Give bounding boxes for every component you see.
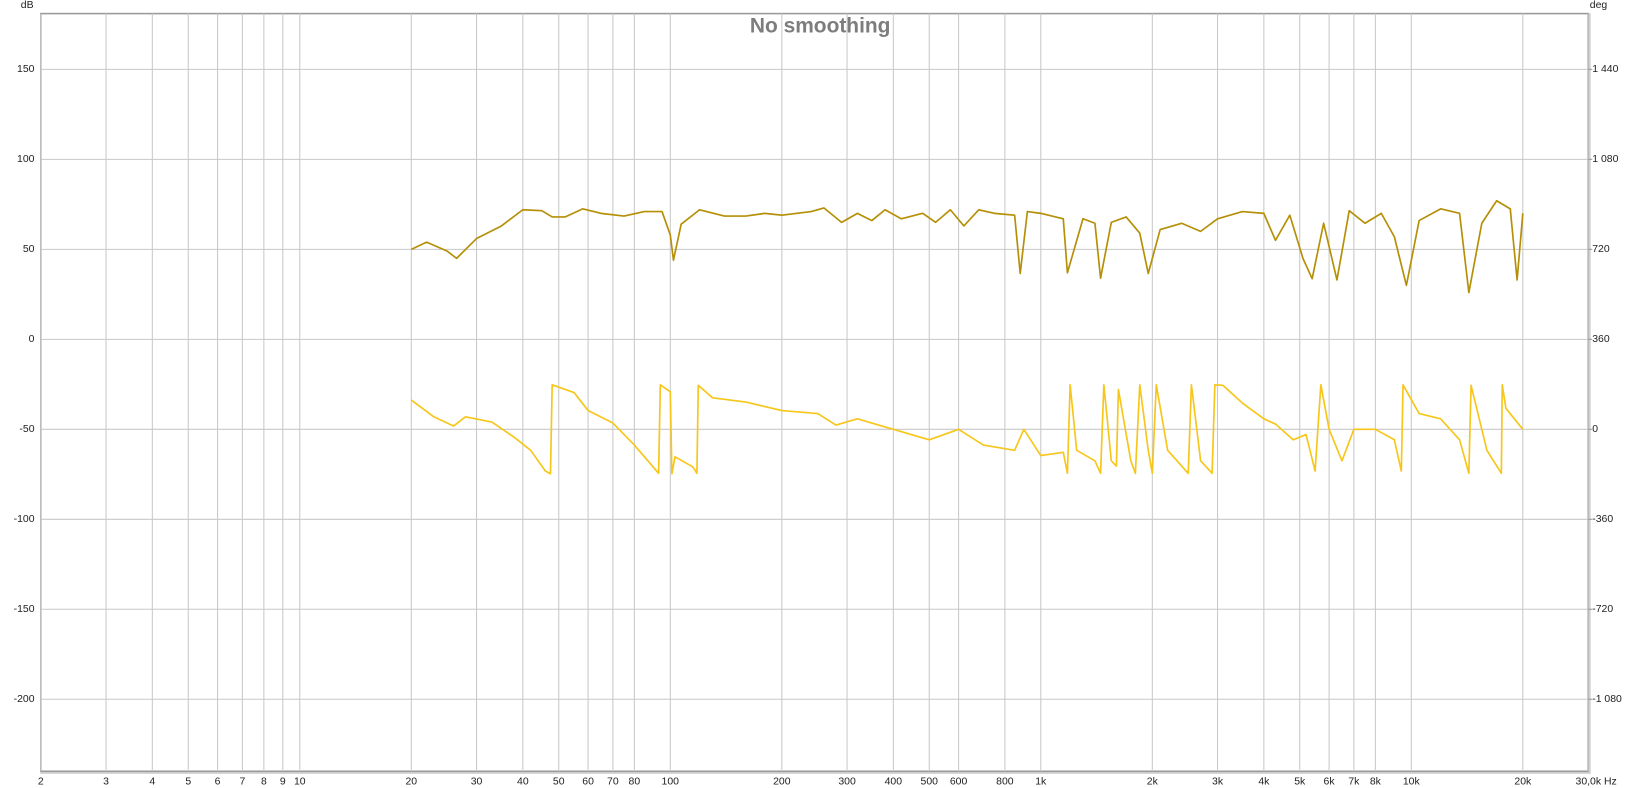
x-tick-label: 30 bbox=[471, 776, 483, 787]
y2-tick-label: -1 080 bbox=[1592, 694, 1622, 705]
y2-axis-unit: deg bbox=[1590, 0, 1608, 11]
y-tick-label: 100 bbox=[17, 154, 35, 165]
y-tick-label: -150 bbox=[14, 604, 35, 615]
x-tick-label: 40 bbox=[517, 776, 529, 787]
x-tick-label: 4 bbox=[149, 776, 155, 787]
x-tick-label: 2 bbox=[38, 776, 44, 787]
x-tick-label: 10 bbox=[294, 776, 306, 787]
plot-frame bbox=[40, 12, 1589, 773]
x-tick-label: 5 bbox=[185, 776, 191, 787]
x-tick-label: 10k bbox=[1403, 776, 1421, 787]
x-tick-label: 800 bbox=[996, 776, 1014, 787]
x-tick-label: 100 bbox=[662, 776, 680, 787]
y2-tick-label: 1 440 bbox=[1592, 64, 1618, 75]
y-tick-label: 150 bbox=[17, 64, 35, 75]
x-tick-label: 3 bbox=[103, 776, 109, 787]
x-tick-label: 20 bbox=[405, 776, 417, 787]
x-tick-label: 8k bbox=[1370, 776, 1382, 787]
y-axis-unit: dB bbox=[21, 0, 34, 11]
x-tick-label: 7k bbox=[1348, 776, 1360, 787]
y-tick-label: -50 bbox=[19, 424, 34, 435]
x-tick-label: 6k bbox=[1324, 776, 1336, 787]
x-tick-label: 2k bbox=[1147, 776, 1159, 787]
y2-tick-label: 720 bbox=[1592, 244, 1610, 255]
y2-tick-label: -720 bbox=[1592, 604, 1613, 615]
y2-tick-label: 1 080 bbox=[1592, 154, 1618, 165]
x-tick-label: 30,0k Hz bbox=[1576, 776, 1617, 787]
x-tick-label: 60 bbox=[582, 776, 594, 787]
labels: 2 3 4 5 6 7 8 9 10 20 30 40 50 60 70 80 100 200 300 400 500 6… bbox=[14, 64, 1622, 787]
x-tick-label: 5k bbox=[1294, 776, 1306, 787]
chart-title: No smoothing bbox=[750, 15, 890, 38]
x-tick-label: 1k bbox=[1035, 776, 1047, 787]
grid bbox=[40, 13, 1589, 772]
x-tick-label: 300 bbox=[838, 776, 856, 787]
lines bbox=[410, 199, 1524, 475]
x-tick-label: 50 bbox=[553, 776, 565, 787]
x-tick-label: 6 bbox=[215, 776, 221, 787]
y2-tick-label: 360 bbox=[1592, 334, 1610, 345]
y2-tick-label: 0 bbox=[1592, 424, 1598, 435]
x-tick-label: 20k bbox=[1514, 776, 1532, 787]
x-tick-label: 4k bbox=[1258, 776, 1270, 787]
y-tick-label: -100 bbox=[14, 514, 35, 525]
y-tick-label: 0 bbox=[29, 334, 35, 345]
x-tick-label: 7 bbox=[239, 776, 245, 787]
x-tick-label: 400 bbox=[885, 776, 903, 787]
x-tick-label: 600 bbox=[950, 776, 968, 787]
x-tick-label: 500 bbox=[921, 776, 939, 787]
x-tick-label: 200 bbox=[773, 776, 791, 787]
y-tick-label: -200 bbox=[14, 694, 35, 705]
x-tick-label: 80 bbox=[629, 776, 641, 787]
y-tick-label: 50 bbox=[23, 244, 35, 255]
x-tick-label: 8 bbox=[261, 776, 267, 787]
series-line bbox=[410, 383, 1524, 475]
y2-tick-label: -360 bbox=[1592, 514, 1613, 525]
x-tick-label: 9 bbox=[280, 776, 286, 787]
x-tick-label: 70 bbox=[607, 776, 619, 787]
x-tick-label: 3k bbox=[1212, 776, 1224, 787]
series-line bbox=[410, 199, 1524, 294]
